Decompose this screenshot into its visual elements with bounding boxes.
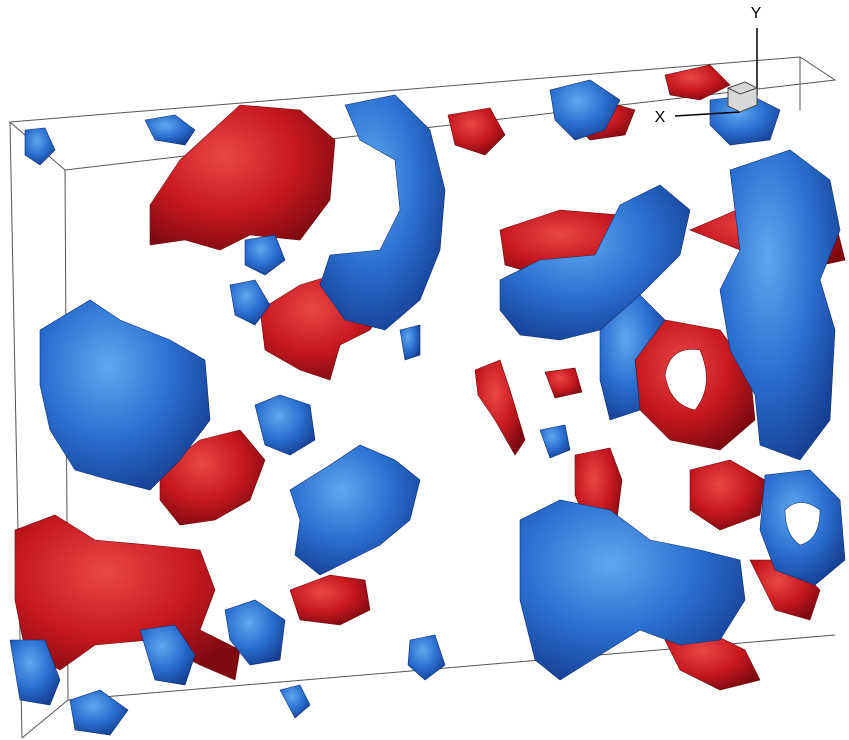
x-axis-label: X (655, 109, 666, 126)
red-blob (149, 104, 336, 251)
box-edge (9, 121, 23, 739)
red-blob (664, 64, 731, 101)
blue-ring (759, 469, 846, 586)
blue-blob (549, 79, 621, 141)
axis-cube (727, 81, 758, 113)
blue-blob (144, 114, 196, 146)
blue-blob (599, 294, 666, 421)
red-blob (474, 359, 526, 456)
red-ring (634, 319, 756, 451)
blue-blob (139, 624, 196, 686)
blue-blob (24, 127, 56, 166)
blue-blob (254, 394, 316, 456)
red-blob (689, 459, 766, 531)
blue-isosurfaces (9, 79, 846, 736)
blue-blob (224, 599, 286, 666)
blue-blob (407, 634, 446, 681)
blue-blob (289, 444, 421, 576)
blue-blob (69, 689, 129, 736)
blue-blob (539, 424, 571, 459)
blue-blob (499, 184, 691, 341)
x-axis-line (674, 111, 741, 117)
blue-blob (279, 684, 311, 719)
red-blob (544, 367, 583, 399)
red-blob (159, 429, 266, 526)
blue-blob (229, 279, 271, 326)
box-edge (21, 699, 69, 739)
axis-cube-edge (727, 87, 758, 95)
blue-blob (244, 234, 286, 276)
red-blob (289, 574, 371, 626)
blue-blob (719, 149, 841, 461)
red-blob (447, 107, 506, 156)
blue-blob (319, 94, 446, 331)
blue-blob (9, 639, 61, 706)
blue-blob (519, 499, 746, 681)
axis-triad: Y X (655, 5, 762, 126)
blue-blob (39, 299, 211, 491)
y-axis-label: Y (751, 5, 762, 22)
blue-blob (399, 324, 421, 361)
